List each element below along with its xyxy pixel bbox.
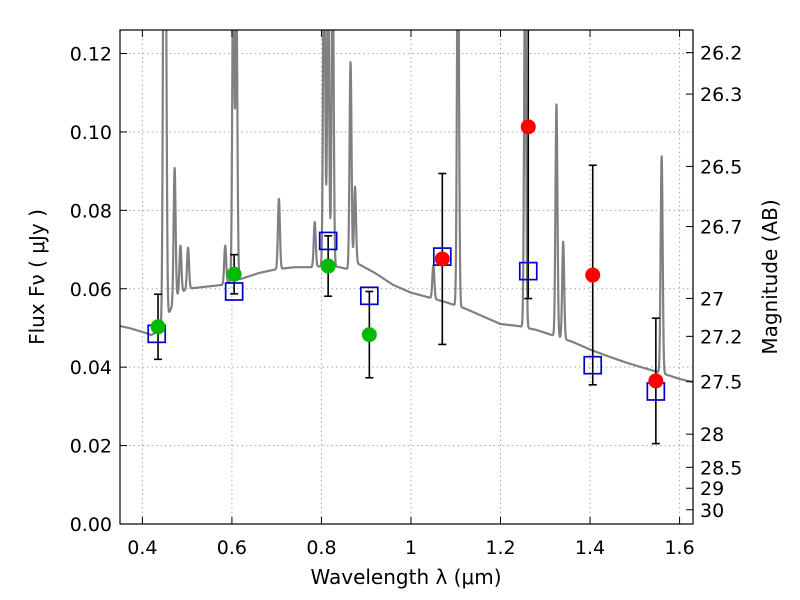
mag-tick-label: 27 [700, 288, 724, 310]
nir-point [648, 373, 664, 389]
y-tick-label: 0.00 [70, 514, 112, 536]
mag-tick-label: 27.2 [700, 326, 742, 348]
x-axis-label: Wavelength λ (μm) [310, 565, 501, 589]
nir-point [520, 119, 536, 135]
x-tick-label: 1 [405, 537, 417, 559]
optical-point [320, 258, 336, 274]
mag-tick-label: 26.5 [700, 156, 742, 178]
y-tick-label: 0.02 [70, 436, 112, 458]
model-square [359, 286, 379, 306]
mag-tick-label: 26.7 [700, 217, 742, 239]
x-tick-label: 1.4 [575, 537, 605, 559]
y2-axis-label: Magnitude (AB) [758, 199, 782, 354]
optical-point [150, 319, 166, 335]
model-square [318, 231, 338, 251]
mag-tick-label: 29 [700, 478, 724, 500]
y-tick-label: 0.08 [70, 200, 112, 222]
spectrum-line [120, 30, 693, 384]
plot-frame [119, 29, 694, 525]
x-tick-label: 1.6 [664, 537, 694, 559]
error-bars [154, 30, 660, 445]
x-tick-label: 1.2 [485, 537, 515, 559]
grid [120, 30, 693, 525]
y-tick-label: 0.06 [70, 279, 112, 301]
mag-tick-label: 28 [700, 424, 724, 446]
mag-tick-label: 28.5 [700, 457, 742, 479]
x-tick-label: 0.6 [217, 537, 247, 559]
model-square [583, 355, 603, 375]
x-tick-label: 0.4 [127, 537, 157, 559]
model-square [518, 261, 538, 281]
y-axis-label: Flux Fν ( μJy ) [25, 209, 49, 345]
markers [147, 119, 666, 401]
plot-area [120, 30, 693, 384]
nir-point [585, 267, 601, 283]
mag-tick-label: 27.5 [700, 372, 742, 394]
nir-point [434, 251, 450, 267]
ticks: 0.4 0.6 0.8 1 1.2 1.4 1.6 0.00 0.02 0.04 0.06 0.08 0… [70, 30, 742, 559]
y-tick-label: 0.04 [70, 357, 112, 379]
optical-point [361, 327, 377, 343]
y-tick-label: 0.12 [70, 44, 112, 66]
mag-tick-label: 30 [700, 500, 724, 522]
y-tick-label: 0.10 [70, 122, 112, 144]
model-square [224, 282, 244, 301]
mag-tick-label: 26.3 [700, 84, 742, 106]
x-tick-label: 0.8 [306, 537, 336, 559]
mag-tick-label: 26.2 [700, 43, 742, 65]
optical-point [226, 266, 242, 282]
